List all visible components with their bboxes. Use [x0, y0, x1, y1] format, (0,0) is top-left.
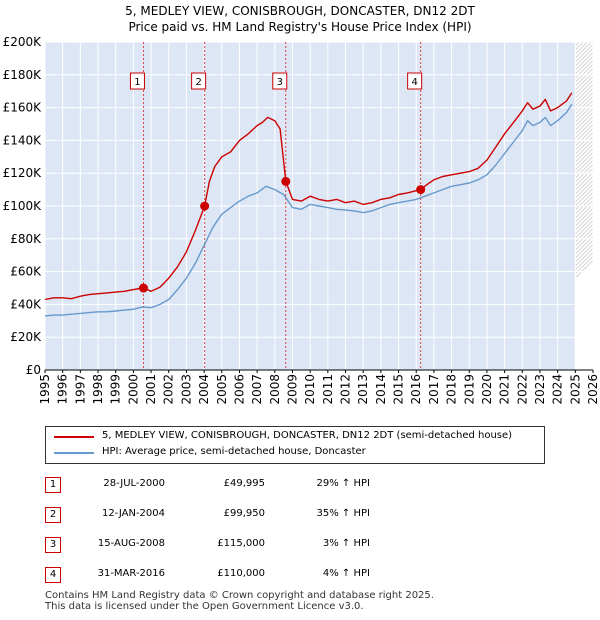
sale-price: £99,950 [223, 508, 265, 519]
legend-label-hpi: HPI: Average price, semi-detached house,… [102, 446, 366, 457]
sale-date: 15-AUG-2008 [97, 538, 165, 549]
x-tick-label: 2016 [409, 374, 423, 405]
x-tick-label: 2013 [356, 374, 370, 405]
y-tick-label: £60K [10, 265, 42, 279]
sale-marker-label: 2 [195, 77, 201, 88]
x-tick-label: 2026 [586, 374, 600, 405]
x-tick-label: 1998 [91, 374, 105, 405]
x-tick-label: 1996 [56, 374, 70, 405]
sale-marker-badge [129, 72, 145, 90]
y-tick-label: £140K [3, 133, 43, 147]
x-tick-label: 2001 [144, 374, 158, 405]
x-tick-label: 2017 [427, 374, 441, 405]
x-tick-label: 2003 [179, 374, 193, 405]
x-tick-label: 2007 [250, 374, 264, 405]
sale-row: 2 12-JAN-2004 £99,950 35% ↑ HPI [45, 505, 445, 535]
y-tick-label: £200K [3, 35, 43, 49]
y-tick-label: £20K [10, 330, 42, 344]
x-tick-label: 2004 [197, 374, 211, 405]
sale-hpi-change: 4% ↑ HPI [322, 568, 370, 579]
sale-hpi-change: 35% ↑ HPI [316, 508, 370, 519]
future-hatch [575, 83, 593, 103]
sale-marker-badge [407, 72, 423, 90]
x-tick-label: 2018 [445, 374, 459, 405]
footer-attribution: Contains HM Land Registry data © Crown c… [45, 590, 434, 612]
x-tick-label: 2021 [498, 374, 512, 405]
sale-number-badge: 1 [45, 477, 61, 493]
chart-subtitle: Price paid vs. HM Land Registry's House … [128, 20, 472, 34]
sale-price: £49,995 [223, 478, 265, 489]
legend-item-price: 5, MEDLEY VIEW, CONISBROUGH, DONCASTER, … [46, 429, 544, 445]
x-tick-label: 2025 [568, 374, 582, 405]
legend-swatch-hpi [54, 452, 94, 454]
sale-marker-label: 1 [134, 77, 140, 88]
x-tick-label: 2009 [285, 374, 299, 405]
x-tick-label: 2014 [374, 374, 388, 405]
sale-point [281, 176, 291, 186]
chart-legend: 5, MEDLEY VIEW, CONISBROUGH, DONCASTER, … [45, 426, 545, 464]
legend-label-price: 5, MEDLEY VIEW, CONISBROUGH, DONCASTER, … [102, 430, 513, 441]
x-tick-label: 2022 [515, 374, 529, 405]
legend-swatch-price [54, 436, 94, 438]
future-hatch [575, 91, 593, 111]
sale-row: 1 28-JUL-2000 £49,995 29% ↑ HPI [45, 475, 445, 505]
x-tick-label: 2024 [551, 374, 565, 405]
y-tick-label: £160K [3, 101, 43, 115]
x-tick-label: 2011 [321, 374, 335, 405]
sale-hpi-change: 29% ↑ HPI [316, 478, 370, 489]
x-tick-label: 2012 [339, 374, 353, 405]
sale-point [416, 185, 426, 195]
price-chart: £0 £20K £40K £60K £80K £100K £120K £140K £160K £1… [3, 35, 600, 405]
chart-title: 5, MEDLEY VIEW, CONISBROUGH, DONCASTER, … [125, 4, 475, 18]
sale-price: £110,000 [217, 568, 265, 579]
sale-point [138, 283, 148, 293]
sale-marker-label: 3 [277, 77, 283, 88]
sale-number-badge: 4 [45, 567, 61, 583]
sale-hpi-change: 3% ↑ HPI [322, 538, 370, 549]
sale-price: £115,000 [217, 538, 265, 549]
x-tick-label: 2008 [268, 374, 282, 405]
sale-marker-label: 4 [411, 77, 417, 88]
x-tick-label: 1995 [38, 374, 52, 405]
y-tick-label: £180K [3, 68, 43, 82]
sale-marker-badge [191, 72, 207, 90]
x-tick-label: 1997 [73, 374, 87, 405]
x-tick-label: 2020 [480, 374, 494, 405]
future-hatch [575, 79, 593, 99]
footer-line-1: Contains HM Land Registry data © Crown c… [45, 590, 434, 601]
x-tick-label: 2006 [232, 374, 246, 405]
sale-number-badge: 2 [45, 507, 61, 523]
legend-item-hpi: HPI: Average price, semi-detached house,… [46, 445, 544, 461]
sale-row: 4 31-MAR-2016 £110,000 4% ↑ HPI [45, 565, 445, 595]
y-tick-label: £100K [3, 199, 43, 213]
x-tick-label: 2015 [392, 374, 406, 405]
sale-marker-badge [272, 72, 288, 90]
x-tick-label: 2023 [533, 374, 547, 405]
future-hatch [575, 87, 593, 107]
sale-date: 12-JAN-2004 [101, 508, 165, 519]
sale-date: 28-JUL-2000 [103, 478, 165, 489]
x-tick-label: 2002 [162, 374, 176, 405]
y-tick-label: £0 [26, 363, 41, 377]
sale-row: 3 15-AUG-2008 £115,000 3% ↑ HPI [45, 535, 445, 565]
x-tick-label: 2010 [303, 374, 317, 405]
y-tick-label: £120K [3, 166, 43, 180]
hpi-line [44, 103, 573, 317]
y-tick-label: £40K [10, 297, 42, 311]
x-tick-label: 2019 [462, 374, 476, 405]
sale-date: 31-MAR-2016 [97, 568, 165, 579]
sales-table: 1 28-JUL-2000 £49,995 29% ↑ HPI 2 12-JAN… [45, 475, 445, 595]
sale-number-badge: 3 [45, 537, 61, 553]
x-tick-label: 2000 [126, 374, 140, 405]
x-tick-label: 1999 [109, 374, 123, 405]
sale-point [200, 201, 210, 211]
x-tick-label: 2005 [215, 374, 229, 405]
footer-line-2: This data is licensed under the Open Gov… [45, 601, 364, 612]
y-tick-label: £80K [10, 232, 42, 246]
